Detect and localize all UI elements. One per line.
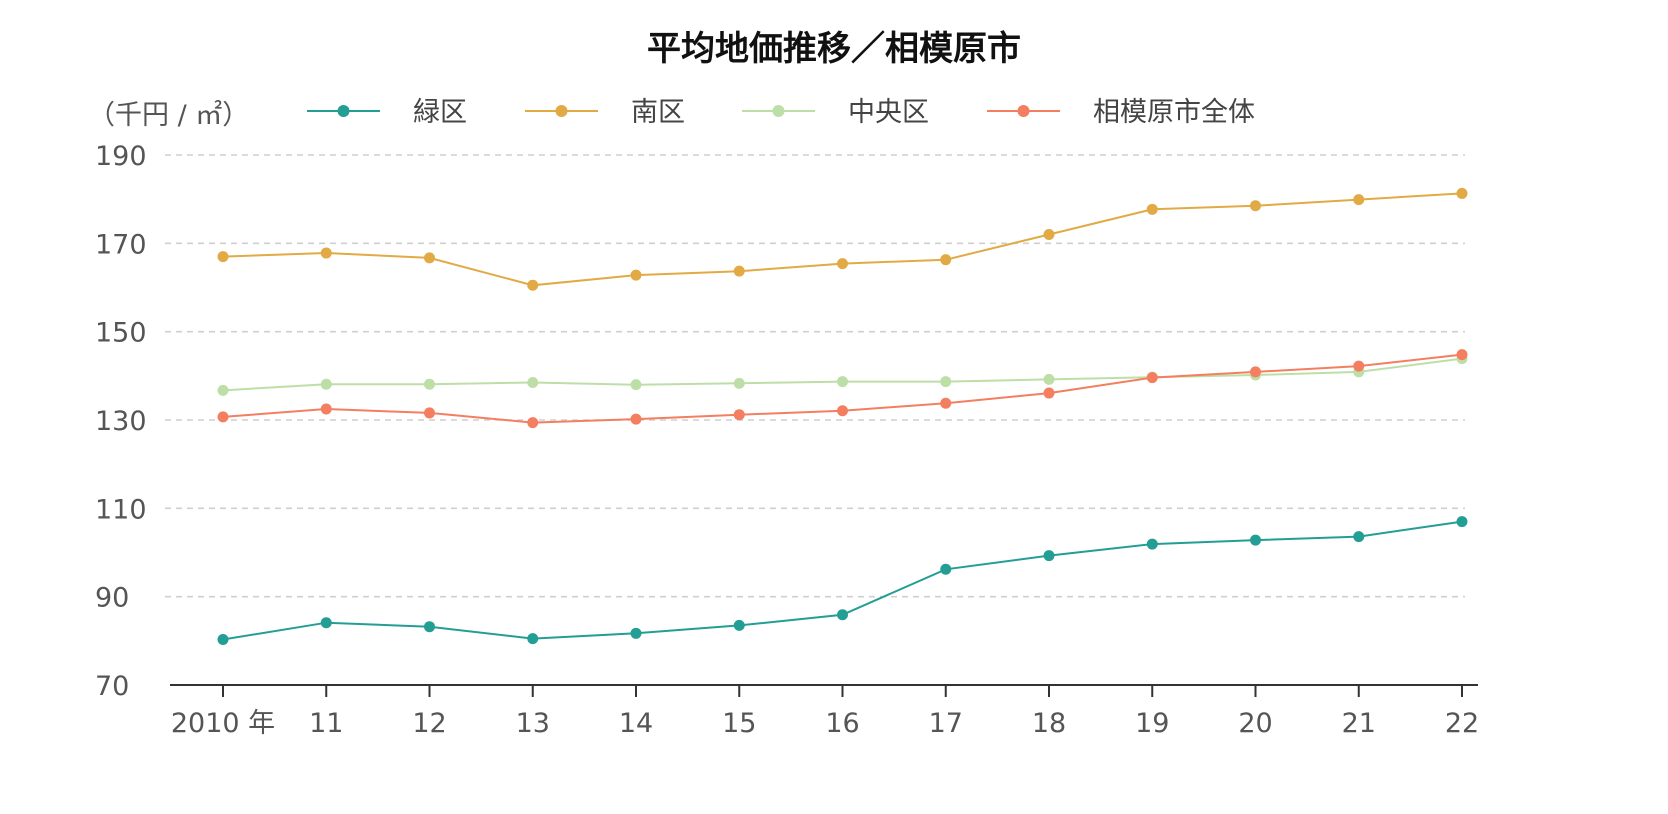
data-point-0-10 <box>1250 534 1261 546</box>
data-point-1-7 <box>940 254 952 266</box>
data-point-3-12 <box>1456 349 1468 361</box>
legend-item-0: 緑区 <box>307 97 467 128</box>
y-tick-label-130: 130 <box>95 406 147 437</box>
data-point-2-3 <box>527 376 539 388</box>
data-point-0-8 <box>1043 550 1055 562</box>
legend-marker-3 <box>1017 105 1030 117</box>
data-point-3-9 <box>1146 372 1158 384</box>
data-point-2-1 <box>320 378 332 390</box>
y-tick-label-190: 190 <box>95 141 147 172</box>
grid-lines <box>165 154 1465 598</box>
data-point-1-5 <box>733 265 745 277</box>
data-point-1-9 <box>1146 203 1158 215</box>
data-point-3-5 <box>733 409 745 421</box>
data-point-2-8 <box>1043 373 1055 385</box>
data-point-0-4 <box>630 627 642 639</box>
y-tick-label-170: 170 <box>95 229 147 260</box>
data-point-0-6 <box>837 609 848 621</box>
x-tick-label-5: 15 <box>722 708 756 739</box>
data-point-3-2 <box>424 407 435 419</box>
data-point-0-11 <box>1353 531 1365 543</box>
data-point-3-10 <box>1250 366 1261 378</box>
data-point-3-0 <box>217 411 229 423</box>
y-tick-label-150: 150 <box>95 318 147 349</box>
x-tick-label-2: 12 <box>412 708 446 739</box>
data-point-1-10 <box>1250 200 1261 212</box>
x-tick-label-12: 22 <box>1445 708 1479 739</box>
data-point-1-4 <box>630 269 642 281</box>
y-tick-label-110: 110 <box>95 494 147 525</box>
data-point-2-5 <box>733 377 745 389</box>
x-tick-label-8: 18 <box>1032 708 1066 739</box>
legend-label-3: 相模原市全体 <box>1093 97 1255 128</box>
data-point-2-0 <box>217 384 229 396</box>
data-point-1-11 <box>1353 194 1365 206</box>
data-point-2-6 <box>837 376 848 388</box>
series-lines <box>217 187 1468 646</box>
y-tick-label-70: 70 <box>95 671 129 702</box>
data-point-3-8 <box>1043 387 1055 399</box>
data-point-3-1 <box>320 403 332 415</box>
x-tick-label-0: 2010 年 <box>171 708 275 739</box>
x-tick-label-6: 16 <box>825 708 859 739</box>
legend-marker-1 <box>555 105 568 117</box>
chart-title: 平均地価推移／相模原市 <box>647 29 1021 69</box>
data-point-0-0 <box>217 634 229 646</box>
x-tick-label-11: 21 <box>1342 708 1376 739</box>
data-point-1-12 <box>1456 187 1468 199</box>
data-point-0-3 <box>527 633 539 645</box>
data-point-3-11 <box>1353 360 1365 372</box>
series-1 <box>217 187 1468 291</box>
legend-label-0: 緑区 <box>413 97 467 128</box>
x-tick-label-7: 17 <box>929 708 963 739</box>
x-tick-label-1: 11 <box>309 708 343 739</box>
data-point-3-4 <box>630 413 642 425</box>
axes: 70 90 110 130 150 170 190 2010 年 11 12 13 14 15 16 17 1… <box>95 141 1479 739</box>
series-line-0 <box>222 520 1463 641</box>
series-0 <box>217 516 1468 646</box>
legend-label-2: 中央区 <box>848 97 929 128</box>
data-point-3-3 <box>527 417 539 429</box>
data-point-1-1 <box>320 247 332 259</box>
series-3 <box>217 349 1468 429</box>
data-point-1-0 <box>217 251 229 263</box>
series-line-1 <box>222 192 1463 287</box>
data-point-1-3 <box>527 279 539 291</box>
data-point-3-7 <box>940 397 952 409</box>
data-point-0-9 <box>1146 538 1158 550</box>
data-point-0-2 <box>424 621 435 633</box>
data-point-0-1 <box>320 617 332 629</box>
data-point-2-2 <box>424 378 435 390</box>
data-point-2-4 <box>630 379 642 391</box>
data-point-1-2 <box>424 252 435 264</box>
legend-marker-2 <box>772 105 785 117</box>
x-tick-label-9: 19 <box>1135 708 1169 739</box>
legend-item-1: 南区 <box>525 97 685 128</box>
y-axis-unit-label: （千円 / ㎡） <box>88 100 249 131</box>
legend-marker-0 <box>337 105 350 117</box>
x-tick-label-10: 20 <box>1238 708 1272 739</box>
legend: 緑区 南区 中央区 相模原市全体 <box>307 97 1255 128</box>
data-point-1-6 <box>837 258 848 270</box>
data-point-0-7 <box>940 563 952 575</box>
legend-label-1: 南区 <box>631 97 685 128</box>
legend-item-3: 相模原市全体 <box>987 97 1255 128</box>
data-point-0-12 <box>1456 516 1468 528</box>
data-point-3-6 <box>837 405 848 417</box>
x-tick-label-4: 14 <box>619 708 653 739</box>
series-2 <box>217 353 1468 396</box>
data-point-1-8 <box>1043 229 1055 240</box>
data-point-0-5 <box>733 619 745 631</box>
y-tick-label-90: 90 <box>95 583 129 614</box>
legend-item-2: 中央区 <box>742 97 929 128</box>
x-tick-label-3: 13 <box>516 708 550 739</box>
data-point-2-7 <box>940 376 952 388</box>
